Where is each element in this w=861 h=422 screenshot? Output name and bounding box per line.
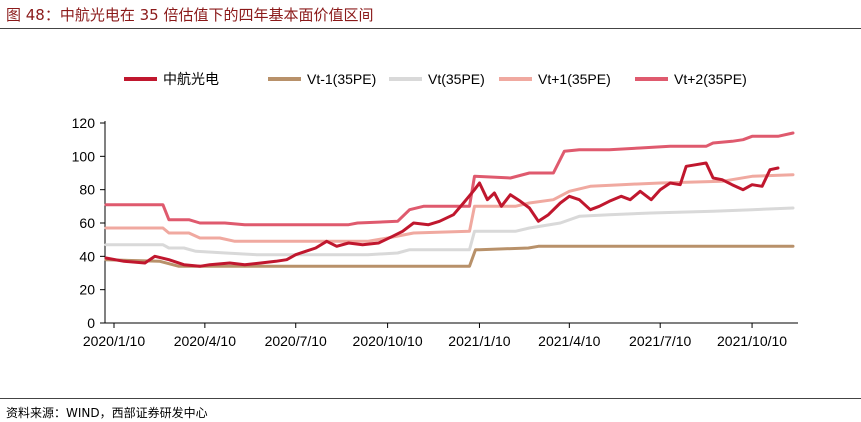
y-tick-label: 40 [79,248,95,264]
x-tick-label: 2021/4/10 [538,333,600,349]
legend-label: Vt(35PE) [428,71,485,87]
x-tick-label: 2020/4/10 [174,333,236,349]
series-line-3 [104,173,795,243]
y-tick-label: 120 [72,115,96,131]
chart-legend: 中航光电 Vt-1(35PE) Vt(35PE) Vt+1(35PE) Vt+2(35P… [124,71,747,87]
source-rule [0,398,861,399]
figure-title: 图 48：中航光电在 35 倍估值下的四年基本面价值区间 [6,6,374,24]
x-tick-label: 2021/1/10 [448,333,510,349]
series-line-0 [104,161,780,268]
series-line-1 [104,244,795,268]
y-tick-label: 60 [79,215,95,231]
title-rule [0,28,861,29]
legend-label: Vt-1(35PE) [307,71,376,87]
x-tick-label: 2020/10/10 [353,333,423,349]
series-layer [104,131,795,268]
x-axis: 2020/1/10 2020/4/10 2020/7/10 2020/10/10 202… [83,322,798,349]
source-note: 资料来源：WIND，西部证券研发中心 [6,406,208,420]
x-tick-label: 2021/7/10 [629,333,691,349]
y-tick-label: 80 [79,182,95,198]
x-tick-label: 2020/7/10 [265,333,327,349]
y-tick-label: 0 [87,315,95,331]
legend-label: Vt+1(35PE) [538,71,611,87]
legend-label: 中航光电 [163,71,219,87]
x-tick-label: 2020/1/10 [83,333,145,349]
line-chart: 中航光电 Vt-1(35PE) Vt(35PE) Vt+1(35PE) Vt+2(35P… [72,71,798,349]
y-tick-label: 20 [79,282,95,298]
y-tick-label: 100 [72,148,96,164]
series-line-2 [104,206,795,257]
x-tick-label: 2021/10/10 [717,333,787,349]
series-line-4 [104,131,795,227]
legend-label: Vt+2(35PE) [674,71,747,87]
y-axis: 0 20 40 60 80 100 120 [72,115,106,331]
